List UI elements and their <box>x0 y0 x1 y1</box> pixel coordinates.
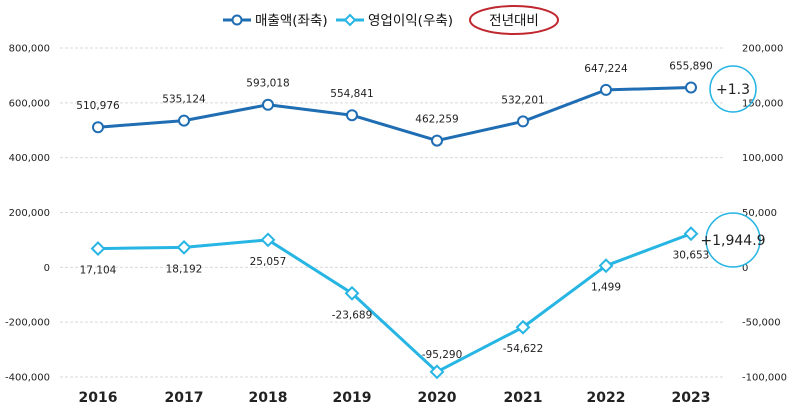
profit-point <box>260 232 276 248</box>
yoy-sales-text: +1.3 <box>716 82 750 98</box>
right-tick-label: 0 <box>742 263 748 274</box>
profit-data-label: -95,290 <box>422 349 463 361</box>
right-tick-label: -100,000 <box>742 373 787 384</box>
sales-point <box>262 98 274 111</box>
x-tick-label: 2019 <box>333 390 372 406</box>
legend-badge-label: 전년대비 <box>489 13 539 29</box>
right-tick-label: 100,000 <box>742 153 783 164</box>
gridlines <box>60 47 725 378</box>
yoy-callouts: +1.3 +1,944.9 <box>700 65 766 268</box>
profit-data-label: 17,104 <box>80 265 117 277</box>
legend-profit-label: 영업이익(우축) <box>368 13 453 29</box>
profit-data-label: -54,622 <box>503 343 544 355</box>
left-axis: 800,000 600,000 400,000 200,000 0 -200,000 -40… <box>5 44 50 384</box>
profit-point <box>683 226 699 242</box>
sales-point <box>178 114 190 127</box>
profit-data-label: 30,653 <box>673 250 710 262</box>
sales-data-label: 532,201 <box>501 94 544 106</box>
left-tick-label: 0 <box>44 263 50 274</box>
profit-line <box>97 232 692 374</box>
legend: 매출액(좌축) 영업이익(우축) 전년대비 <box>223 5 559 35</box>
x-tick-label: 2018 <box>249 390 288 406</box>
profit-data-label: -23,689 <box>332 309 373 321</box>
right-axis: 200,000 150,000 100,000 50,000 0 -50,000 -100,… <box>742 44 787 384</box>
legend-sales-marker <box>231 14 243 26</box>
left-tick-label: 400,000 <box>9 153 50 164</box>
series-group <box>90 81 699 380</box>
profit-point <box>176 239 192 255</box>
sales-data-label: 510,976 <box>76 100 120 112</box>
x-tick-label: 2022 <box>587 390 626 406</box>
profit-point <box>90 241 106 256</box>
left-tick-label: -400,000 <box>5 373 50 384</box>
x-tick-label: 2017 <box>165 390 204 406</box>
sales-data-label: 647,224 <box>584 63 628 75</box>
right-tick-label: 50,000 <box>742 208 777 219</box>
legend-sales-label: 매출액(좌축) <box>255 13 328 29</box>
sales-data-label: 655,890 <box>669 61 712 73</box>
sales-point <box>517 115 529 128</box>
left-tick-label: 800,000 <box>9 44 50 55</box>
profit-point <box>429 364 445 380</box>
profit-data-label: 25,057 <box>250 256 287 268</box>
profit-data-label: 1,499 <box>591 282 621 294</box>
x-tick-label: 2023 <box>672 390 711 406</box>
sales-point <box>685 81 697 94</box>
right-tick-label: 150,000 <box>742 98 783 109</box>
sales-point <box>431 134 443 147</box>
sales-data-label: 554,841 <box>330 88 373 100</box>
legend-badge-ellipse <box>469 5 559 35</box>
profit-point <box>598 258 614 274</box>
profit-point <box>344 285 360 301</box>
yoy-callout-circle <box>705 212 761 268</box>
right-tick-label: 200,000 <box>742 44 783 55</box>
profit-data-label: 18,192 <box>166 263 203 275</box>
left-tick-label: -200,000 <box>5 318 50 329</box>
sales-data-label: 535,124 <box>162 94 206 106</box>
x-tick-label: 2020 <box>418 390 457 406</box>
sales-data-label: 593,018 <box>246 78 289 90</box>
right-tick-label: -50,000 <box>742 318 781 329</box>
yoy-callout-circle <box>709 65 757 113</box>
sales-point <box>600 83 612 96</box>
data-labels: 510,976 535,124 593,018 554,841 462,259 532,2… <box>76 61 712 361</box>
yoy-profit-text: +1,944.9 <box>700 233 765 249</box>
sales-line <box>97 86 692 143</box>
sales-point <box>92 121 104 134</box>
profit-point <box>515 319 531 335</box>
left-tick-label: 200,000 <box>9 208 50 219</box>
legend-profit-marker <box>343 13 357 27</box>
x-tick-label: 2016 <box>79 390 118 406</box>
x-tick-label: 2021 <box>504 390 543 406</box>
sales-data-label: 462,259 <box>415 114 458 126</box>
sales-point <box>346 109 358 122</box>
left-tick-label: 600,000 <box>9 98 50 109</box>
x-axis: 2016 2017 2018 2019 2020 2021 2022 2023 <box>79 390 711 406</box>
